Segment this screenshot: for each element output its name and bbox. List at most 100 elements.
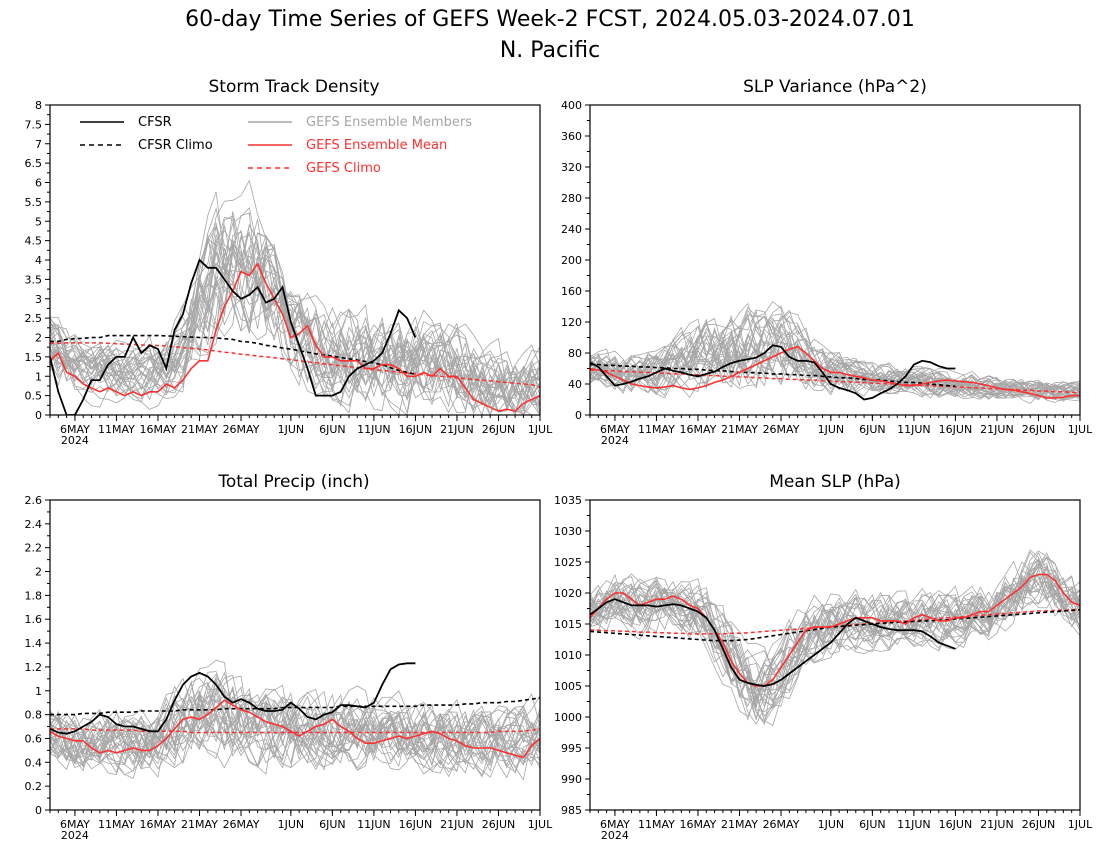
y-tick-label: 0	[575, 409, 582, 422]
y-tick-label: 80	[568, 347, 582, 360]
ensemble-member-line	[50, 687, 540, 772]
ensemble-members-slp-variance	[590, 301, 1080, 404]
ensemble-members-storm-track	[50, 179, 540, 415]
y-tick-label: 0.6	[25, 732, 43, 745]
legend-label-cfsr-climo: CFSR Climo	[138, 138, 213, 153]
panel-slp-variance: SLP Variance (hPa^2) 0 40 80 120 160 200 240 28…	[561, 77, 1093, 447]
x-year-label: 2024	[601, 829, 629, 842]
x-tick-label: 1JUN	[278, 423, 305, 436]
x-tick-label: 6MAY	[600, 423, 630, 436]
panel-title-storm-track: Storm Track Density	[208, 77, 379, 97]
gefs-ensemble-mean-line	[50, 699, 540, 759]
legend: CFSR CFSR Climo GEFS Ensemble Members GE…	[80, 115, 472, 176]
y-tick-label: 3.5	[25, 273, 43, 286]
x-tick-label: 1JUL	[528, 423, 553, 436]
x-tick-label: 16JUN	[399, 818, 433, 831]
legend-label-gefs-climo: GEFS Climo	[306, 161, 381, 176]
x-tick-label: 16JUN	[939, 423, 973, 436]
x-tick-label: 6MAY	[600, 818, 630, 831]
x-tick-label: 21MAY	[181, 818, 218, 831]
y-tick-label: 4.5	[25, 235, 43, 248]
y-tick-label: 0	[35, 804, 42, 817]
y-tick-label: 990	[561, 773, 582, 786]
y-tick-label: 2.6	[25, 494, 43, 507]
x-year-label: 2024	[61, 434, 89, 447]
y-tick-label: 160	[561, 285, 582, 298]
x-tick-label: 6JUN	[859, 818, 886, 831]
y-tick-label: 7	[35, 138, 42, 151]
ensemble-member-line	[50, 223, 540, 411]
y-tick-label: 1.4	[25, 637, 43, 650]
cfsr-climo-line	[590, 363, 956, 388]
y-tick-label: 320	[561, 161, 582, 174]
plot-area-storm-track	[50, 179, 540, 415]
gefs-climo-line	[50, 342, 540, 388]
figure-subtitle: N. Pacific	[500, 38, 600, 63]
ensemble-member-line	[50, 234, 540, 415]
x-tick-label: 26JUN	[482, 818, 516, 831]
y-tick-label: 5.5	[25, 196, 43, 209]
ensemble-member-line	[590, 580, 1080, 692]
y-tick-label: 6.5	[25, 157, 43, 170]
y-tick-label: 3	[35, 293, 42, 306]
ensemble-member-line	[590, 571, 1080, 717]
y-tick-label: 1035	[554, 494, 582, 507]
ensemble-member-line	[50, 677, 540, 771]
ensemble-member-line	[50, 691, 540, 776]
y-tick-label: 1020	[554, 587, 582, 600]
x-tick-label: 11MAY	[638, 818, 675, 831]
plot-area-total-precip	[50, 659, 540, 781]
x-tick-label: 1JUL	[1068, 818, 1093, 831]
x-tick-label: 1JUL	[528, 818, 553, 831]
x-tick-label: 26JUN	[482, 423, 516, 436]
ensemble-member-line	[590, 311, 1080, 399]
ensemble-member-line	[590, 573, 1080, 723]
figure-title: 60-day Time Series of GEFS Week-2 FCST, …	[185, 7, 915, 32]
ensemble-member-line	[50, 677, 540, 773]
y-tick-label: 6	[35, 177, 42, 190]
ensemble-member-line	[590, 326, 1080, 400]
y-tick-label: 1.8	[25, 589, 43, 602]
cfsr-climo-line	[590, 608, 1080, 642]
x-tick-label: 1JUL	[1068, 423, 1093, 436]
ensemble-member-line	[590, 334, 1080, 403]
y-tick-label: 985	[561, 804, 582, 817]
gefs-ensemble-mean-line	[590, 573, 1080, 687]
ensemble-member-line	[590, 313, 1080, 400]
y-tick-label: 1025	[554, 556, 582, 569]
cfsr-line	[590, 598, 956, 687]
y-tick-label: 1	[35, 685, 42, 698]
y-tick-label: 1015	[554, 618, 582, 631]
ensemble-member-line	[50, 207, 540, 414]
ensemble-member-line	[50, 215, 540, 415]
x-tick-label: 11MAY	[638, 423, 675, 436]
panel-total-precip: Total Precip (inch) 0 0.2 0.4 0.6 0.8 1 1.2 1.4…	[25, 472, 554, 842]
y-tick-label: 2	[35, 332, 42, 345]
plot-area-slp-variance	[590, 301, 1080, 404]
x-tick-label: 1JUN	[278, 818, 305, 831]
x-tick-label: 26JUN	[1022, 423, 1056, 436]
panel-storm-track-density: Storm Track Density 0 0.5 1 1.5 2 2.5 3 3.5 4 4.5…	[25, 77, 554, 447]
y-tick-label: 1.6	[25, 613, 43, 626]
x-tick-label: 21MAY	[721, 818, 758, 831]
y-tick-label: 4	[35, 254, 42, 267]
y-tick-label: 1030	[554, 525, 582, 538]
y-tick-label: 5	[35, 215, 42, 228]
x-tick-label: 21MAY	[181, 423, 218, 436]
x-tick-label: 1JUN	[818, 423, 845, 436]
y-tick-label: 240	[561, 223, 582, 236]
cfsr-line	[50, 258, 417, 415]
ensemble-member-line	[590, 344, 1080, 399]
x-tick-label: 6JUN	[319, 423, 346, 436]
y-tick-label: 1005	[554, 680, 582, 693]
x-tick-label: 16JUN	[939, 818, 973, 831]
panel-title-slp-variance: SLP Variance (hPa^2)	[743, 77, 927, 97]
x-tick-label: 26MAY	[223, 818, 260, 831]
x-tick-label: 11JUN	[357, 818, 391, 831]
ensemble-member-line	[50, 232, 540, 413]
x-tick-label: 16MAY	[140, 423, 177, 436]
plot-frame	[589, 499, 1081, 811]
panel-title-total-precip: Total Precip (inch)	[217, 472, 369, 492]
x-tick-label: 21JUN	[980, 423, 1014, 436]
